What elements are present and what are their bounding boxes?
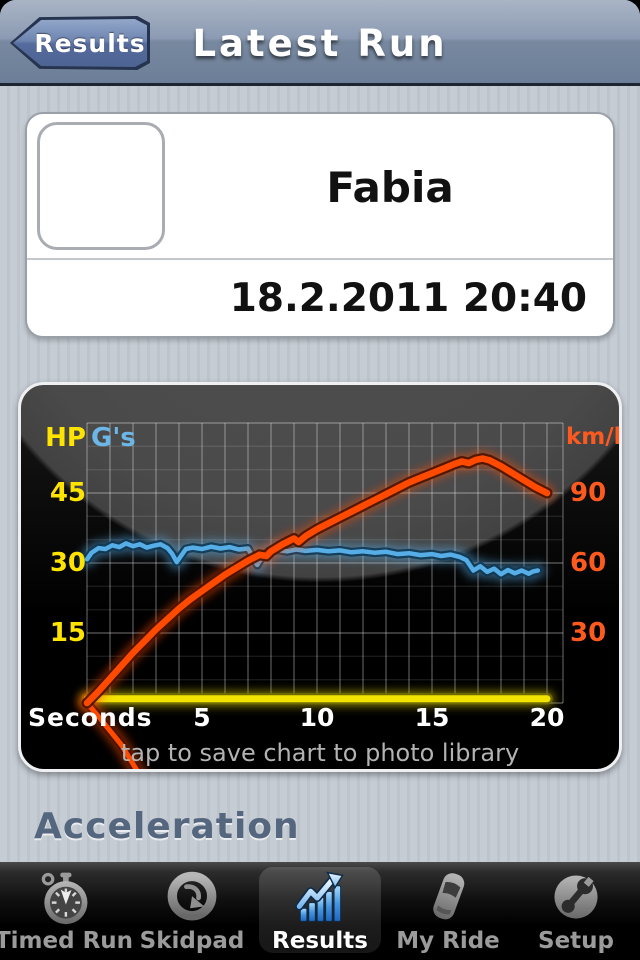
tab-timed-run[interactable]: Timed Run bbox=[0, 862, 133, 960]
back-button-face: Results bbox=[13, 19, 147, 67]
results-chart-icon bbox=[295, 871, 344, 922]
x-tick-5: 5 bbox=[193, 703, 211, 732]
acceleration-chart-card[interactable]: HP G's km/h 45 30 15 90 60 30 Seconds 5 … bbox=[18, 382, 622, 772]
tab-bar: Timed Run Skidpad bbox=[0, 862, 640, 960]
tab-label: Setup bbox=[538, 928, 614, 954]
right-axis-label-kmh: km/h bbox=[566, 424, 619, 450]
x-tick-15: 15 bbox=[414, 703, 450, 732]
right-tick-30: 30 bbox=[570, 618, 607, 648]
tab-skidpad[interactable]: Skidpad bbox=[128, 862, 256, 960]
acceleration-chart bbox=[78, 422, 564, 769]
run-summary-card: Fabia 18.2.2011 20:40 bbox=[25, 112, 615, 338]
car-icon bbox=[433, 873, 465, 920]
left-tick-45: 45 bbox=[49, 478, 86, 508]
left-tick-30: 30 bbox=[49, 548, 86, 578]
stopwatch-icon bbox=[41, 872, 88, 925]
x-axis-label: Seconds bbox=[28, 703, 153, 732]
tab-label: Timed Run bbox=[0, 928, 134, 954]
tab-setup[interactable]: Setup bbox=[512, 862, 640, 960]
tap-to-save-hint: tap to save chart to photo library bbox=[120, 739, 520, 767]
vehicle-name: Fabia bbox=[326, 162, 454, 212]
section-title: Acceleration bbox=[34, 806, 300, 847]
right-tick-60: 60 bbox=[570, 548, 607, 578]
x-tick-20: 20 bbox=[529, 703, 565, 732]
back-button[interactable]: Results bbox=[10, 16, 150, 70]
tab-label: Skidpad bbox=[139, 928, 245, 954]
page-title: Latest Run bbox=[192, 22, 448, 65]
left-axis-label-hp: HP bbox=[45, 423, 86, 453]
right-tick-90: 90 bbox=[570, 478, 607, 508]
left-tick-15: 15 bbox=[49, 618, 86, 648]
tab-my-ride[interactable]: My Ride bbox=[384, 862, 512, 960]
navigation-bar: Results Latest Run bbox=[0, 0, 640, 86]
tab-label: Results bbox=[272, 928, 368, 954]
skidpad-icon bbox=[167, 871, 217, 921]
wrench-icon bbox=[554, 875, 598, 919]
x-tick-10: 10 bbox=[299, 703, 335, 732]
run-datetime: 18.2.2011 20:40 bbox=[229, 275, 587, 321]
tab-label: My Ride bbox=[396, 928, 500, 954]
left-axis-label-gs: G's bbox=[91, 423, 136, 453]
back-button-label: Results bbox=[34, 28, 146, 58]
run-card-row-vehicle: Fabia bbox=[27, 114, 613, 260]
vehicle-photo-placeholder[interactable] bbox=[37, 122, 165, 250]
tab-results[interactable]: Results bbox=[256, 862, 384, 960]
